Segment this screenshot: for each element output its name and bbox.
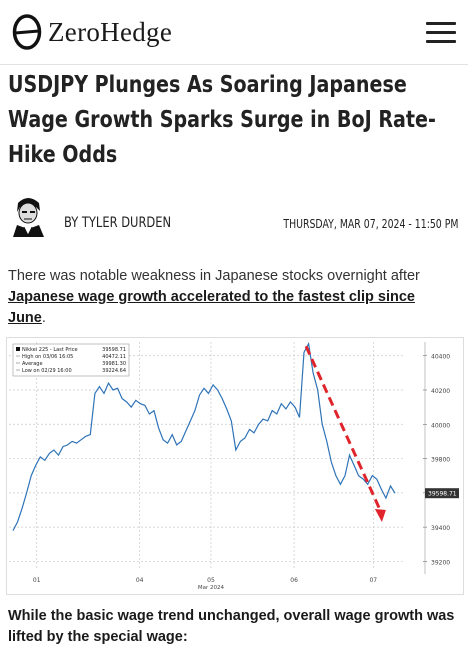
y-tick-label: 39800 bbox=[431, 457, 450, 464]
legend-swatch bbox=[16, 347, 20, 351]
publish-date: THURSDAY, MAR 07, 2024 - 11:50 PM bbox=[282, 217, 458, 231]
last-value-label: 39598.71 bbox=[428, 491, 457, 498]
wage-growth-link[interactable]: Japanese wage growth accelerated to the … bbox=[8, 289, 415, 326]
intro-paragraph: There was notable weakness in Japanese s… bbox=[8, 266, 456, 329]
intro-text: There was notable weakness in Japanese s… bbox=[8, 268, 420, 284]
x-tick-label: 01 bbox=[33, 577, 41, 584]
site-logo[interactable]: ZeroHedge bbox=[12, 14, 172, 50]
x-tick-label: 04 bbox=[136, 577, 144, 584]
byline: BY TYLER DURDEN THURSDAY, MAR 07, 2024 -… bbox=[8, 193, 460, 239]
legend-value: 39598.71 bbox=[102, 347, 126, 353]
x-tick-label: 07 bbox=[369, 577, 377, 584]
zerohedge-logo-icon bbox=[12, 14, 42, 50]
site-name: ZeroHedge bbox=[48, 16, 173, 47]
legend-value: 40472.11 bbox=[102, 354, 126, 360]
nikkei-chart-svg: 3920039400396003980040000402004040001040… bbox=[9, 341, 459, 591]
intro-end: . bbox=[41, 310, 46, 326]
x-tick-label: 05 bbox=[207, 577, 215, 584]
y-tick-label: 39200 bbox=[431, 559, 450, 566]
y-tick-label: 40000 bbox=[431, 422, 450, 429]
second-paragraph: While the basic wage trend unchanged, ov… bbox=[8, 608, 455, 645]
legend-value: 39981.30 bbox=[102, 361, 126, 367]
legend-label: High on 03/06 16:05 bbox=[22, 354, 73, 360]
legend-value: 39224.64 bbox=[102, 368, 126, 374]
legend-box bbox=[12, 343, 130, 377]
x-tick-label: 06 bbox=[290, 577, 298, 584]
last-value-box bbox=[425, 488, 459, 499]
nikkei-series-line bbox=[12, 341, 396, 531]
y-tick-label: 40200 bbox=[431, 388, 450, 395]
y-tick-label: 40400 bbox=[431, 354, 450, 361]
author-avatar[interactable] bbox=[8, 195, 48, 237]
x-axis-sublabel: Mar 2024 bbox=[198, 585, 225, 591]
legend-label: Nikkei 225 - Last Price bbox=[22, 347, 78, 353]
article-title: USDJPY Plunges As Soaring Japanese Wage … bbox=[8, 72, 436, 168]
hamburger-menu-icon[interactable] bbox=[426, 22, 456, 44]
site-header: ZeroHedge bbox=[0, 0, 468, 65]
author-name[interactable]: BY TYLER DURDEN bbox=[64, 215, 172, 231]
legend-label: Low on 02/29 16:00 bbox=[22, 368, 72, 374]
red-arrow-shaft bbox=[304, 345, 384, 515]
y-tick-label: 39400 bbox=[431, 525, 450, 532]
legend-label: Average bbox=[22, 361, 43, 367]
nikkei-chart: 3920039400396003980040000402004040001040… bbox=[6, 337, 464, 595]
red-arrow-head bbox=[374, 509, 386, 522]
